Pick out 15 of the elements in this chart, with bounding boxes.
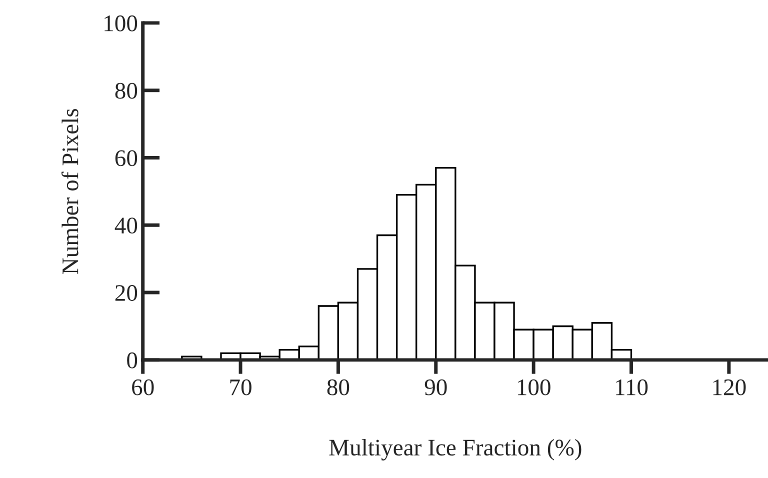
y-tick-label: 40: [114, 218, 138, 234]
x-axis-title: Multiyear Ice Fraction (%): [329, 438, 582, 460]
x-tick-label: 80: [327, 379, 350, 396]
y-tick-label: 20: [115, 285, 138, 301]
x-tick-label: 110: [616, 379, 648, 396]
y-tick-label: 100: [104, 15, 138, 32]
y-tick-label: 0: [127, 352, 138, 368]
x-tick-label: 120: [713, 379, 746, 396]
y-tick-label: 60: [115, 150, 138, 166]
y-axis-title: Number of Pixels: [61, 109, 78, 274]
x-tick-label: 90: [424, 379, 447, 396]
x-tick-label: 60: [132, 379, 154, 396]
y-tick-label: 80: [115, 82, 138, 99]
x-tick-label: 100: [518, 379, 550, 396]
x-tick-label: 70: [230, 379, 252, 396]
